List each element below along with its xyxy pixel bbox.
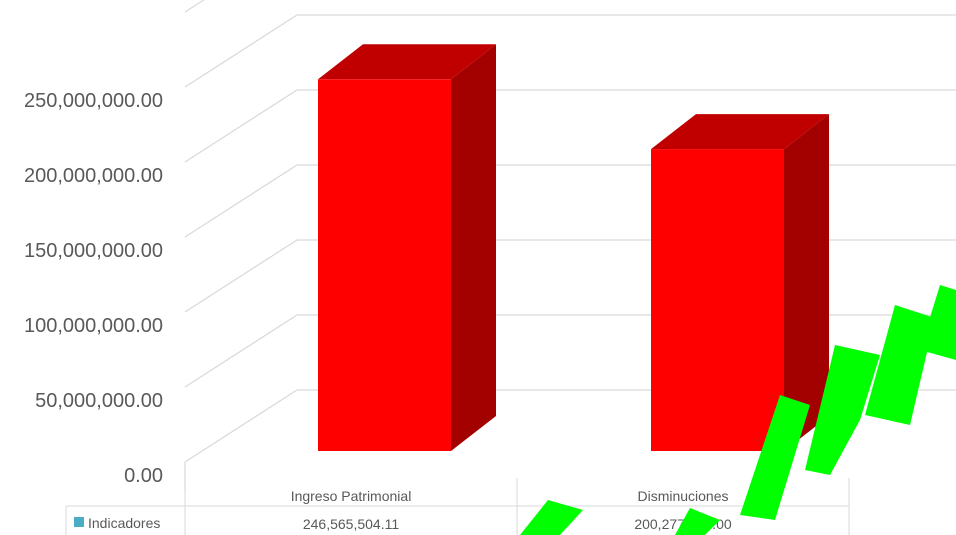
y-tick-label: 250,000,000.00 xyxy=(24,90,163,112)
watermark-stroke xyxy=(675,508,720,535)
gridline-diagonal xyxy=(184,239,298,313)
bar xyxy=(651,114,829,452)
gridline-diagonal xyxy=(184,389,298,463)
gridline-diagonal xyxy=(184,89,298,163)
watermark-stroke xyxy=(805,345,880,475)
data-value-label: 246,565,504.11 xyxy=(303,516,399,532)
data-table: Ingreso Patrimonial 246,565,504.11 Disminu… xyxy=(65,478,850,535)
bar-front-face xyxy=(318,79,451,452)
watermark-stroke xyxy=(920,285,956,360)
bar xyxy=(318,44,496,452)
legend-key-swatch xyxy=(74,517,84,527)
watermark-stroke xyxy=(740,395,810,520)
bars-layer xyxy=(318,44,829,452)
y-tick-label: 50,000,000.00 xyxy=(35,390,163,412)
y-tick-label: 100,000,000.00 xyxy=(24,315,163,337)
y-tick-label: 150,000,000.00 xyxy=(24,240,163,262)
gridline-diagonal xyxy=(184,314,298,388)
watermark-stroke xyxy=(520,500,583,535)
gridline-diagonal xyxy=(184,0,205,13)
category-label: Disminuciones xyxy=(637,488,728,504)
gridline-diagonal xyxy=(184,164,298,238)
watermark-stroke xyxy=(865,305,935,425)
y-axis-ticks: 0.00 50,000,000.00 100,000,000.00 150,000,0… xyxy=(24,90,163,487)
bar-side-face xyxy=(451,44,496,452)
category-label: Ingreso Patrimonial xyxy=(291,488,412,504)
gridline-diagonal xyxy=(184,14,298,88)
bar-top-face xyxy=(318,44,496,80)
legend-series-name: Indicadores xyxy=(88,515,160,531)
bar-side-face xyxy=(784,114,829,452)
watermark xyxy=(520,285,956,535)
y-tick-label: 0.00 xyxy=(124,465,163,487)
bar-top-face xyxy=(651,114,829,150)
bar-front-face xyxy=(651,149,784,452)
y-tick-label: 200,000,000.00 xyxy=(24,165,163,187)
